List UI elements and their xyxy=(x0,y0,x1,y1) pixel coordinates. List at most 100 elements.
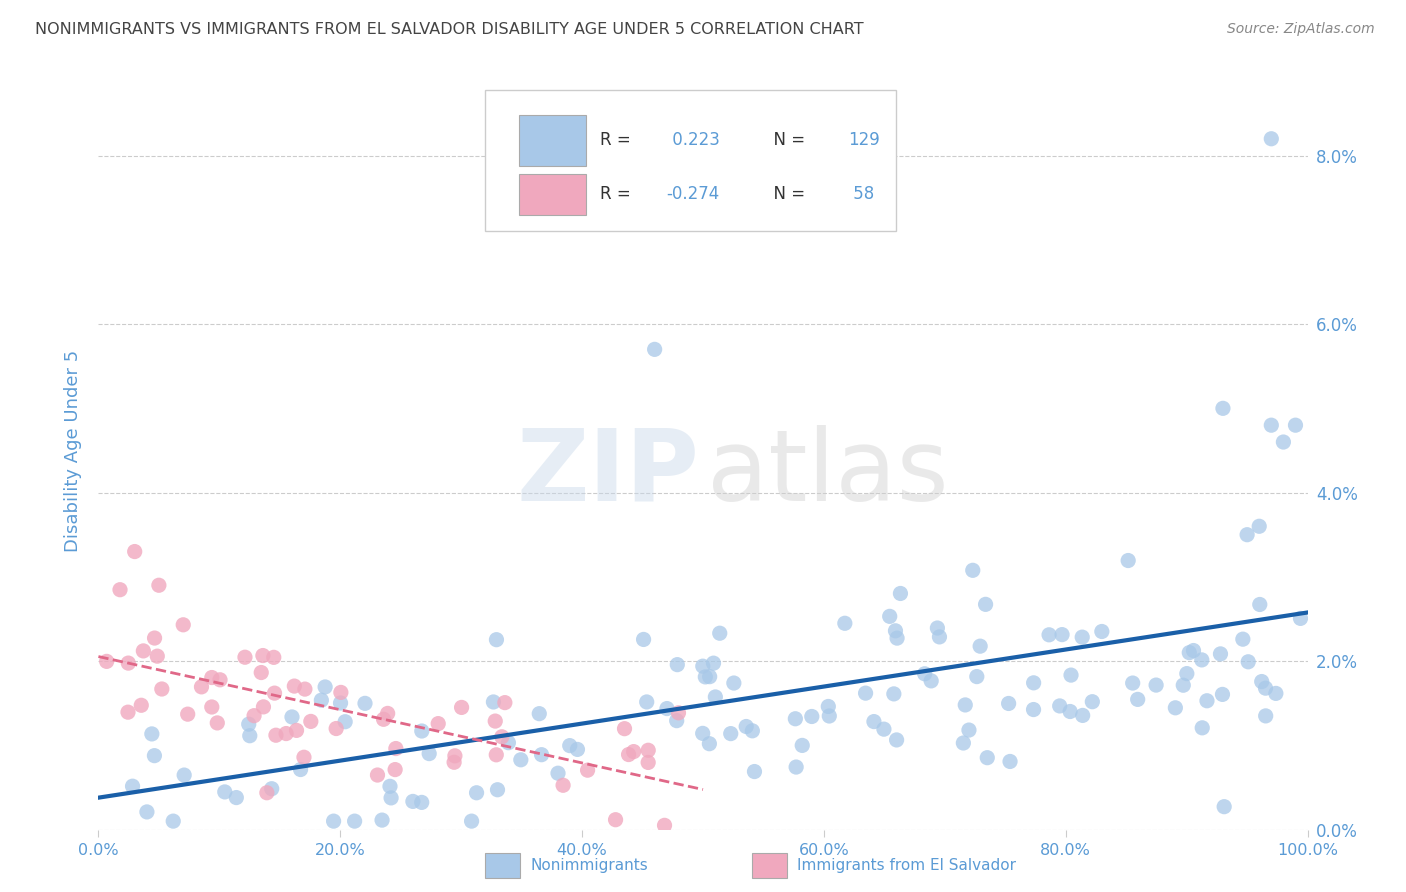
Point xyxy=(498,736,520,750)
Point xyxy=(547,766,569,780)
Point xyxy=(1264,686,1286,700)
Point xyxy=(723,676,745,690)
Point xyxy=(250,665,273,680)
Point xyxy=(124,544,146,558)
Text: N =: N = xyxy=(763,186,811,203)
Point xyxy=(966,670,988,684)
Point xyxy=(294,682,316,697)
Text: atlas: atlas xyxy=(707,425,948,522)
Point xyxy=(443,756,465,770)
Point xyxy=(260,781,283,796)
Point xyxy=(879,609,901,624)
Y-axis label: Disability Age Under 5: Disability Age Under 5 xyxy=(65,350,83,551)
Point xyxy=(380,790,402,805)
Point xyxy=(1116,553,1139,567)
Point xyxy=(1232,632,1254,647)
Point xyxy=(256,786,278,800)
Point xyxy=(735,719,758,733)
Point xyxy=(699,670,721,684)
Point xyxy=(613,722,636,736)
Point xyxy=(1236,527,1258,541)
Point xyxy=(117,656,139,670)
Point xyxy=(576,763,599,777)
Point xyxy=(637,756,659,770)
Point xyxy=(636,695,658,709)
Point xyxy=(283,679,305,693)
Point xyxy=(952,736,974,750)
Point xyxy=(1173,678,1195,692)
Text: 0.223: 0.223 xyxy=(666,130,720,149)
Point xyxy=(150,681,173,696)
Point xyxy=(955,698,977,712)
Point xyxy=(1191,653,1213,667)
Point xyxy=(444,748,467,763)
Point xyxy=(665,714,688,728)
Point xyxy=(914,666,936,681)
Point xyxy=(243,708,266,723)
Point xyxy=(314,680,336,694)
Point xyxy=(741,723,763,738)
Point xyxy=(1144,678,1167,692)
Point xyxy=(969,639,991,653)
Point xyxy=(1178,646,1201,660)
Point xyxy=(644,343,666,357)
Point xyxy=(484,714,506,728)
Point xyxy=(285,723,308,738)
Point xyxy=(121,779,143,793)
Point xyxy=(962,563,984,577)
Point xyxy=(325,722,347,736)
Point xyxy=(491,730,513,744)
Point xyxy=(655,701,678,715)
Point xyxy=(239,729,262,743)
Point xyxy=(1060,668,1083,682)
Point xyxy=(1038,628,1060,642)
Point xyxy=(343,814,366,829)
Point xyxy=(117,705,139,719)
Point xyxy=(460,814,482,829)
Point xyxy=(605,813,627,827)
Point xyxy=(172,617,194,632)
Point xyxy=(146,649,169,664)
Point xyxy=(129,698,152,713)
Point xyxy=(927,621,949,635)
Point xyxy=(1211,687,1233,701)
Point xyxy=(1260,132,1282,146)
Point xyxy=(855,686,877,700)
Point xyxy=(1182,643,1205,657)
Point xyxy=(252,699,274,714)
Point xyxy=(695,670,717,684)
Point xyxy=(1049,698,1071,713)
Point xyxy=(1050,627,1073,641)
Point xyxy=(1175,666,1198,681)
Point xyxy=(292,750,315,764)
Point xyxy=(263,686,285,700)
Point xyxy=(354,697,377,711)
Point xyxy=(411,796,433,810)
Point xyxy=(366,768,388,782)
Text: -0.274: -0.274 xyxy=(666,186,720,203)
Point xyxy=(886,733,908,747)
Point xyxy=(385,741,408,756)
Text: Nonimmigrants: Nonimmigrants xyxy=(530,858,648,872)
Point xyxy=(486,782,509,797)
Point xyxy=(551,778,574,792)
Point xyxy=(873,722,896,736)
Point xyxy=(883,687,905,701)
Point xyxy=(834,616,856,631)
Point xyxy=(928,630,950,644)
Point xyxy=(427,716,450,731)
Point xyxy=(276,726,298,740)
Point xyxy=(201,700,224,714)
Point xyxy=(143,631,166,645)
Point xyxy=(1284,418,1306,433)
Point xyxy=(214,785,236,799)
Point xyxy=(884,624,907,638)
Point xyxy=(633,632,655,647)
Point xyxy=(329,696,352,710)
Point xyxy=(108,582,131,597)
Point xyxy=(637,743,659,757)
Point xyxy=(1191,721,1213,735)
Point xyxy=(1164,700,1187,714)
Point xyxy=(800,709,823,723)
Point xyxy=(96,654,118,668)
